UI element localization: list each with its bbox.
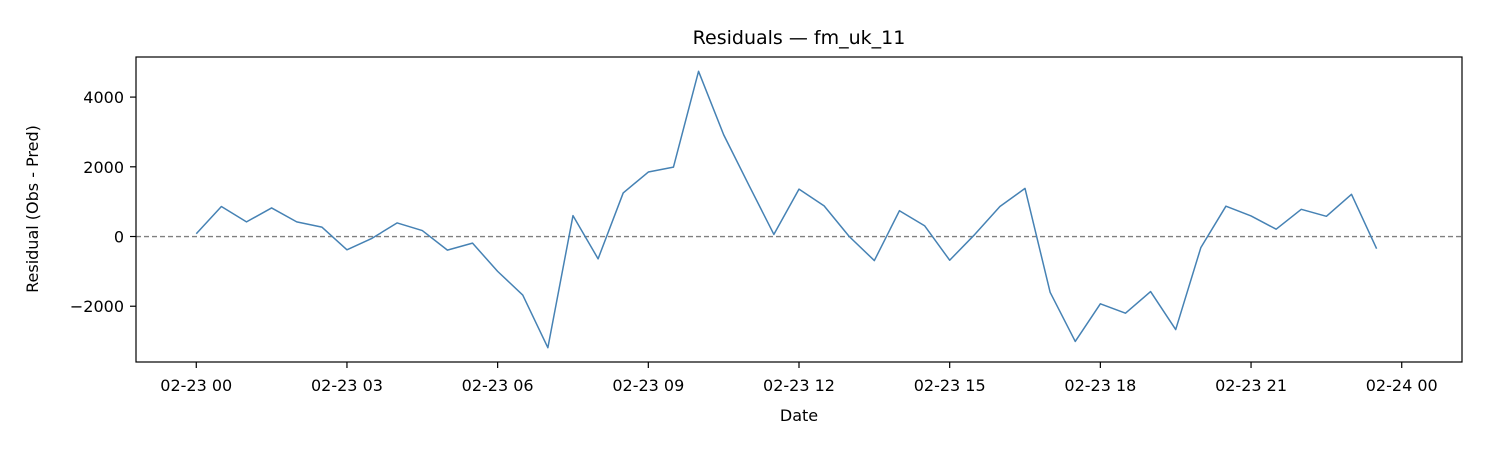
x-axis: 02-23 00 02-23 03 02-23 06 02-23 09 02-23 12… xyxy=(160,362,1438,395)
y-tick-label: 4000 xyxy=(83,88,124,107)
x-tick-label: 02-23 06 xyxy=(462,376,534,395)
x-tick-label: 02-24 00 xyxy=(1366,376,1438,395)
y-axis-label: Residual (Obs - Pred) xyxy=(23,125,42,293)
y-tick-label: 0 xyxy=(114,228,124,247)
x-tick-label: 02-23 15 xyxy=(914,376,986,395)
x-tick-label: 02-23 21 xyxy=(1215,376,1287,395)
series-line-0 xyxy=(195,70,1378,349)
y-tick-label: 2000 xyxy=(83,158,124,177)
x-tick-label: 02-23 00 xyxy=(160,376,232,395)
x-tick-label: 02-23 03 xyxy=(311,376,383,395)
x-tick-label: 02-23 18 xyxy=(1064,376,1136,395)
y-axis: −2000 0 2000 4000 xyxy=(70,88,136,316)
x-tick-label: 02-23 09 xyxy=(612,376,684,395)
x-tick-label: 02-23 12 xyxy=(763,376,835,395)
y-tick-label: −2000 xyxy=(70,297,124,316)
x-axis-label: Date xyxy=(780,406,818,425)
chart-title: Residuals — fm_uk_11 xyxy=(693,27,906,49)
